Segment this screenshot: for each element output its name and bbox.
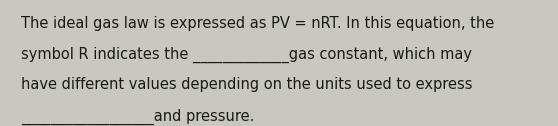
Text: symbol R indicates the _____________gas constant, which may: symbol R indicates the _____________gas …: [21, 47, 472, 63]
Text: __________________and pressure.: __________________and pressure.: [21, 108, 254, 124]
Text: have different values depending on the units used to express: have different values depending on the u…: [21, 77, 473, 92]
Text: The ideal gas law is expressed as PV = nRT. In this equation, the: The ideal gas law is expressed as PV = n…: [21, 16, 494, 31]
